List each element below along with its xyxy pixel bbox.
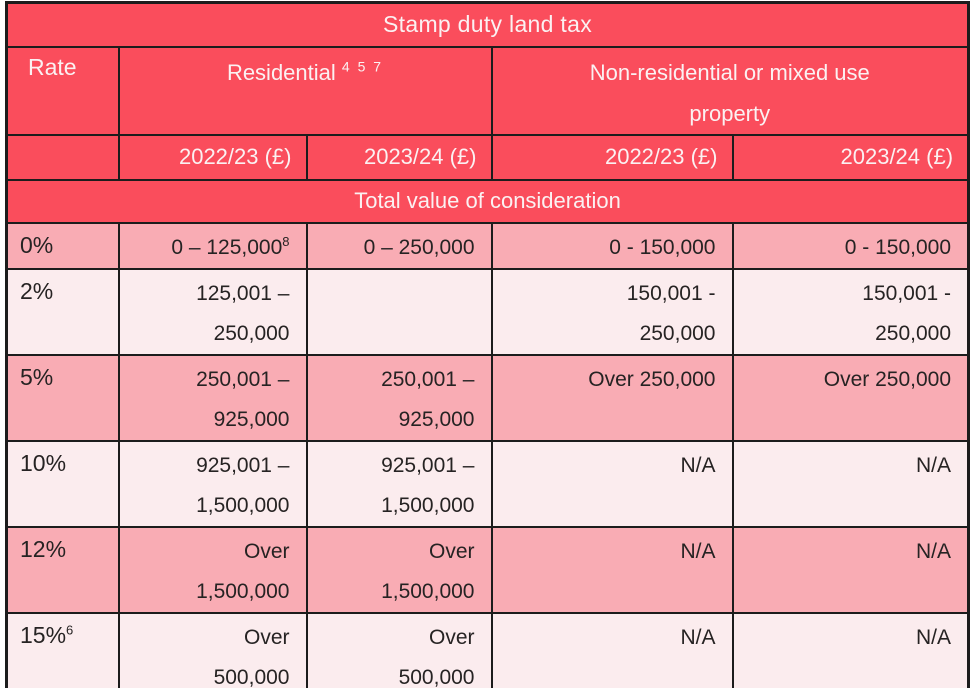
- value-cell: 925,001 – 1,500,000: [305, 439, 493, 528]
- residential-label: Residential: [226, 59, 336, 85]
- residential-footnote-refs: 4 5 7: [341, 58, 384, 75]
- table-row: 15%6 Over 500,000 Over 500,000 N/A N/A: [5, 611, 970, 688]
- table-row: 10% 925,001 – 1,500,000 925,001 – 1,500,00…: [5, 439, 970, 528]
- table-row: 12% Over 1,500,000 Over 1,500,000 N/A N/A: [5, 525, 970, 614]
- value-cell: Over 500,000: [305, 611, 493, 688]
- year-header-row: 2022/23 (£) 2023/24 (£) 2022/23 (£) 2023…: [5, 133, 970, 181]
- value-cell: N/A: [731, 611, 970, 688]
- table-title-row: Stamp duty land tax: [5, 1, 970, 48]
- rate-rows: 0% 0 – 125,0008 0 – 250,000 0 - 150,000 0 - …: [5, 221, 970, 688]
- value-cell: Over 1,500,000: [117, 525, 308, 614]
- rate-cell: 15%6: [5, 611, 120, 688]
- value-cell: 925,001 – 1,500,000: [117, 439, 308, 528]
- table-row: 2% 125,001 – 250,000 150,001 - 250,000 150,…: [5, 267, 970, 356]
- rate-cell: 0%: [5, 221, 120, 270]
- stamp-duty-table: Stamp duty land tax Rate Residential 4 5…: [5, 1, 971, 688]
- value-cell: 125,001 – 250,000: [117, 267, 308, 356]
- value-cell: Over 250,000: [490, 353, 734, 442]
- rate-cell: 10%: [5, 439, 120, 528]
- nonresidential-group-header: Non-residential or mixed use property: [490, 45, 970, 136]
- residential-group-header: Residential 4 5 7: [117, 45, 493, 136]
- year-header-nonres-2022: 2022/23 (£): [490, 133, 734, 181]
- table-row: 0% 0 – 125,0008 0 – 250,000 0 - 150,000 0 - …: [5, 221, 970, 270]
- table-row: 5% 250,001 – 925,000 250,001 – 925,000 Over…: [5, 353, 970, 442]
- value-cell: Over 1,500,000: [305, 525, 493, 614]
- table-title: Stamp duty land tax: [5, 1, 970, 48]
- value-cell: Over 500,000: [117, 611, 308, 688]
- value-cell: N/A: [731, 525, 970, 614]
- year-header-res-2023: 2023/24 (£): [305, 133, 493, 181]
- value-cell: N/A: [490, 439, 734, 528]
- year-header-nonres-2023: 2023/24 (£): [731, 133, 970, 181]
- value-cell: N/A: [490, 611, 734, 688]
- value-cell: 0 - 150,000: [731, 221, 970, 270]
- rate-cell: 5%: [5, 353, 120, 442]
- rate-footnote-ref: 6: [66, 621, 74, 637]
- value-cell: Over 250,000: [731, 353, 970, 442]
- section-header-row: Total value of consideration: [5, 178, 970, 224]
- value-cell: 0 - 150,000: [490, 221, 734, 270]
- rate-column-header: Rate: [5, 45, 120, 136]
- year-header-res-2022: 2022/23 (£): [117, 133, 308, 181]
- value-cell: N/A: [490, 525, 734, 614]
- value-cell: [305, 267, 493, 356]
- value-cell: 250,001 – 925,000: [305, 353, 493, 442]
- value-footnote-ref: 8: [282, 233, 290, 249]
- rate-cell: 2%: [5, 267, 120, 356]
- column-group-header-row: Rate Residential 4 5 7 Non-residential o…: [5, 45, 970, 136]
- value-cell: N/A: [731, 439, 970, 528]
- value-cell: 150,001 - 250,000: [731, 267, 970, 356]
- value-cell: 0 – 250,000: [305, 221, 493, 270]
- value-cell: 250,001 – 925,000: [117, 353, 308, 442]
- value-cell: 0 – 125,0008: [117, 221, 308, 270]
- value-cell: 150,001 - 250,000: [490, 267, 734, 356]
- rate-cell: 12%: [5, 525, 120, 614]
- empty-corner-cell: [5, 133, 120, 181]
- section-header: Total value of consideration: [5, 178, 970, 224]
